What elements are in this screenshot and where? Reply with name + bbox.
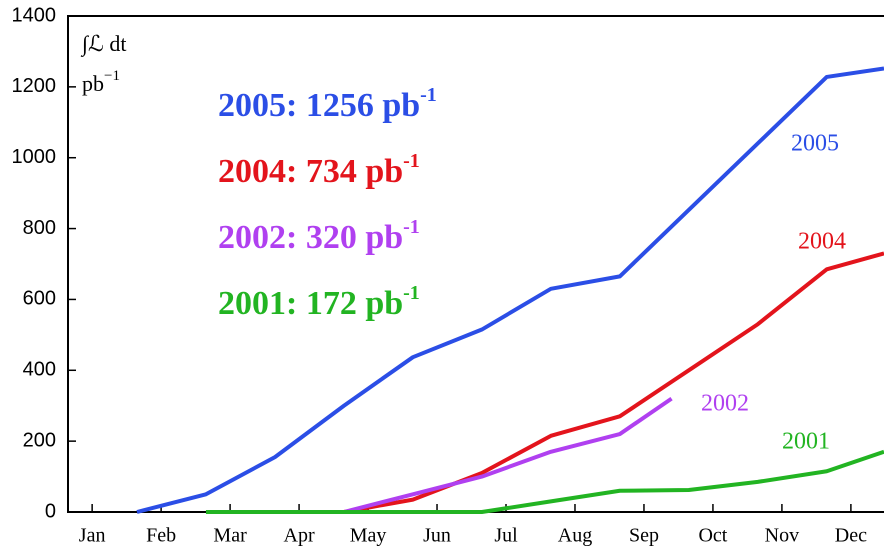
x-tick-label: Aug — [558, 525, 592, 547]
y-tick-label: 200 — [23, 429, 56, 451]
x-tick-label: Jul — [494, 525, 518, 547]
x-tick-label: Nov — [765, 525, 799, 547]
y-unit-text: pb — [82, 71, 104, 96]
y-unit: pb−1 — [82, 68, 120, 96]
y-unit-sup: −1 — [104, 68, 120, 84]
series-line — [343, 396, 673, 514]
series-label: 2005 — [791, 131, 839, 157]
total-sup: -1 — [403, 216, 420, 238]
total-label: 2004: 734 pb-1 — [218, 150, 420, 190]
series-line — [205, 449, 884, 514]
total-sup: -1 — [403, 150, 420, 172]
x-tick-label: Mar — [213, 525, 247, 547]
total-text: 2002: 320 pb — [218, 219, 403, 256]
x-tick-label: May — [350, 525, 387, 547]
series-label: 2001 — [782, 429, 830, 455]
total-text: 2005: 1256 pb — [218, 87, 420, 124]
y-tick-label: 400 — [23, 359, 56, 381]
total-label: 2001: 172 pb-1 — [218, 282, 420, 322]
x-tick-label: Jan — [79, 525, 106, 547]
y-tick-label: 600 — [23, 288, 56, 310]
x-tick-label: Oct — [698, 525, 727, 547]
x-tick-label: Apr — [284, 525, 315, 547]
y-tick-label: 800 — [23, 217, 56, 239]
x-tick-label: Jun — [423, 525, 451, 547]
total-sup: -1 — [420, 84, 437, 106]
series-line — [343, 251, 884, 514]
x-tick-label: Feb — [146, 525, 176, 547]
x-tick-label: Dec — [835, 525, 867, 547]
x-tick-label: Sep — [629, 525, 659, 547]
total-label: 2005: 1256 pb-1 — [218, 84, 437, 124]
y-label: ∫ℒ dt — [80, 31, 126, 57]
series-label: 2002 — [701, 391, 749, 417]
y-tick-label: 1000 — [12, 146, 57, 168]
plot-frame — [67, 15, 884, 513]
total-text: 2004: 734 pb — [218, 153, 403, 190]
series-line — [136, 66, 884, 514]
y-tick-label: 1400 — [12, 4, 57, 26]
y-tick-label: 0 — [45, 500, 56, 522]
total-text: 2001: 172 pb — [218, 285, 403, 322]
y-tick-label: 1200 — [12, 75, 57, 97]
series-label: 2004 — [798, 229, 846, 255]
total-sup: -1 — [403, 282, 420, 304]
total-label: 2002: 320 pb-1 — [218, 216, 420, 256]
